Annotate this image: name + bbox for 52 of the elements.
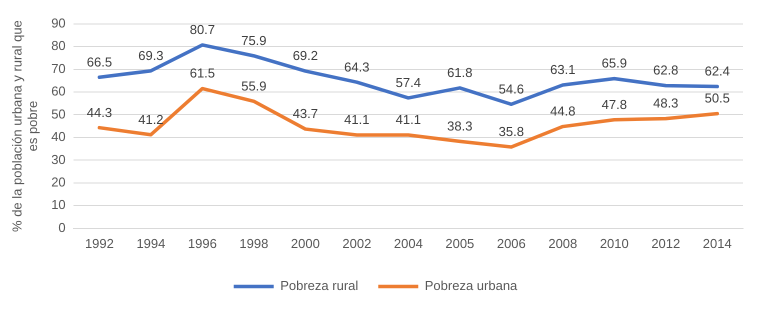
x-tick-label: 2002 [342, 236, 372, 251]
x-tick-label: 1996 [188, 236, 217, 251]
data-label: 62.8 [653, 62, 678, 78]
data-label: 57.4 [396, 74, 421, 90]
x-tick-label: 2008 [548, 236, 578, 251]
data-label: 75.9 [241, 32, 267, 48]
x-tick-label: 2012 [651, 236, 680, 251]
y-tick-label: 60 [51, 84, 66, 99]
data-label: 61.5 [190, 66, 216, 81]
data-label: 35.8 [498, 124, 524, 140]
y-tick-label: 80 [51, 38, 66, 54]
data-label: 69.3 [138, 48, 164, 63]
x-tick-label: 2005 [445, 236, 474, 251]
x-tick-label: 1994 [136, 236, 166, 251]
data-label: 50.5 [704, 90, 730, 106]
data-label: 41.1 [396, 112, 421, 128]
legend-label: Pobreza urbana [424, 278, 518, 294]
data-label: 66.5 [86, 54, 112, 70]
data-label: 69.2 [292, 48, 318, 64]
data-label: 41.1 [344, 112, 370, 128]
data-label: 63.1 [550, 62, 576, 78]
data-label: 61.8 [447, 64, 472, 80]
x-tick-label: 1998 [239, 236, 268, 251]
x-tick-label: 2006 [496, 236, 526, 251]
data-label: 64.3 [344, 59, 370, 74]
legend-label: Pobreza rural [280, 278, 358, 294]
y-tick-label: 70 [51, 60, 66, 76]
data-label: 38.3 [447, 118, 472, 134]
y-tick-label: 30 [51, 152, 66, 167]
data-label: 54.6 [498, 81, 524, 96]
y-tick-label: 50 [51, 106, 66, 122]
y-tick-label: 90 [51, 15, 66, 30]
x-tick-label: 2014 [702, 236, 732, 251]
y-tick-label: 20 [51, 174, 66, 190]
x-tick-label: 2010 [600, 236, 629, 251]
x-tick-label: 1992 [84, 236, 114, 251]
x-tick-label: 2004 [394, 236, 423, 251]
y-axis-title: % de la población urbana y rural que es pobre [9, 20, 40, 232]
y-tick-label: 40 [51, 129, 66, 144]
x-tick-label: 2000 [290, 236, 320, 251]
data-label: 44.8 [550, 104, 576, 119]
data-label: 65.9 [602, 56, 627, 71]
y-tick-label: 0 [58, 220, 66, 235]
y-tick-label: 10 [51, 197, 66, 212]
data-label: 47.8 [602, 96, 627, 112]
data-label: 62.4 [704, 64, 730, 79]
data-label: 80.7 [190, 22, 216, 38]
data-label: 44.3 [86, 104, 112, 120]
data-label: 48.3 [653, 96, 678, 111]
data-label: 55.9 [241, 78, 267, 94]
data-label: 41.2 [138, 112, 164, 127]
data-label: 43.7 [292, 106, 318, 122]
